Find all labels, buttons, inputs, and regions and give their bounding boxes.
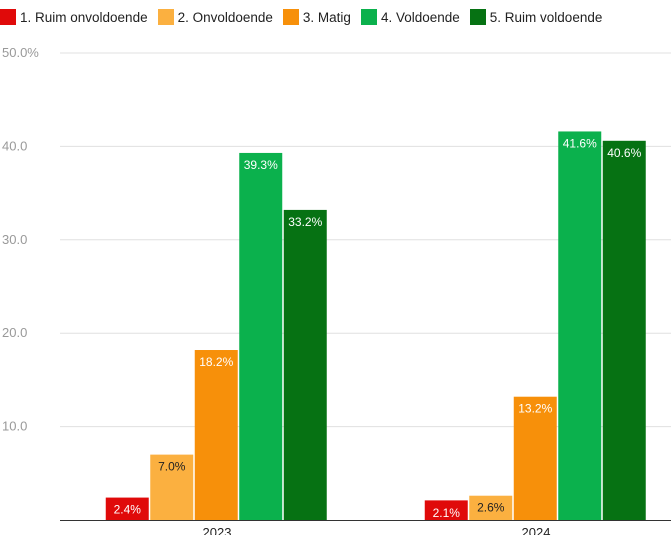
legend-label: 3. Matig bbox=[302, 9, 351, 25]
legend-swatch bbox=[157, 9, 174, 25]
x-category-label: 2023 bbox=[203, 525, 232, 535]
data-label: 2.6% bbox=[477, 501, 505, 515]
y-tick-label: 10.0 bbox=[2, 419, 27, 434]
data-label: 7.0% bbox=[158, 460, 186, 474]
data-label: 40.6% bbox=[607, 146, 641, 160]
bar-2024-series-5 bbox=[602, 140, 646, 520]
y-tick-label: 30.0 bbox=[2, 232, 27, 247]
bar-2023-series-5 bbox=[283, 209, 327, 521]
legend-item[interactable]: 5. Ruim voldoende bbox=[469, 9, 603, 25]
data-label: 39.3% bbox=[244, 158, 278, 172]
data-label: 2.1% bbox=[433, 506, 461, 520]
legend-swatch bbox=[282, 9, 299, 25]
bar-2023-series-1 bbox=[105, 497, 149, 520]
legend-item[interactable]: 1. Ruim onvoldoende bbox=[0, 9, 148, 25]
legend-item[interactable]: 3. Matig bbox=[282, 9, 351, 25]
y-axis-ticks: 10.0 20.0 30.0 40.0 50.0% bbox=[2, 45, 39, 434]
legend-label: 2. Onvoldoende bbox=[177, 9, 273, 25]
data-labels: 2.4% 7.0% 18.2% 39.3% 33.2% 2.1% 2.6% 13.2% 41.6… bbox=[114, 136, 642, 520]
legend-label: 5. Ruim voldoende bbox=[489, 9, 603, 25]
legend-item[interactable]: 2. Onvoldoende bbox=[157, 9, 273, 25]
x-axis-categories: 2023 2024 bbox=[203, 525, 551, 535]
bar-2023-series-3 bbox=[194, 350, 238, 520]
bar-2024-series-1 bbox=[424, 500, 468, 520]
x-category-label: 2024 bbox=[522, 525, 551, 535]
bar-2023-series-2 bbox=[150, 454, 194, 520]
chart-legend: 1. Ruim onvoldoende 2. Onvoldoende 3. Mati… bbox=[0, 7, 612, 27]
legend-swatch bbox=[0, 9, 16, 25]
data-label: 33.2% bbox=[288, 215, 322, 229]
data-label: 2.4% bbox=[114, 503, 142, 517]
bars bbox=[105, 131, 646, 521]
bar-2024-series-3 bbox=[513, 396, 557, 520]
bar-2024-series-4 bbox=[558, 131, 602, 520]
y-tick-label: 40.0 bbox=[2, 138, 27, 153]
legend-swatch bbox=[360, 9, 377, 25]
data-label: 41.6% bbox=[563, 136, 597, 150]
bar-2024-series-2 bbox=[469, 495, 513, 520]
legend-label: 4. Voldoende bbox=[380, 9, 460, 25]
data-label: 13.2% bbox=[518, 402, 552, 416]
bar-2023-series-4 bbox=[239, 152, 283, 521]
legend-label: 1. Ruim onvoldoende bbox=[20, 9, 148, 25]
legend-swatch bbox=[469, 9, 486, 25]
y-tick-label: 50.0% bbox=[2, 45, 39, 60]
data-label: 18.2% bbox=[199, 355, 233, 369]
legend-item[interactable]: 4. Voldoende bbox=[360, 9, 460, 25]
y-tick-label: 20.0 bbox=[2, 325, 27, 340]
